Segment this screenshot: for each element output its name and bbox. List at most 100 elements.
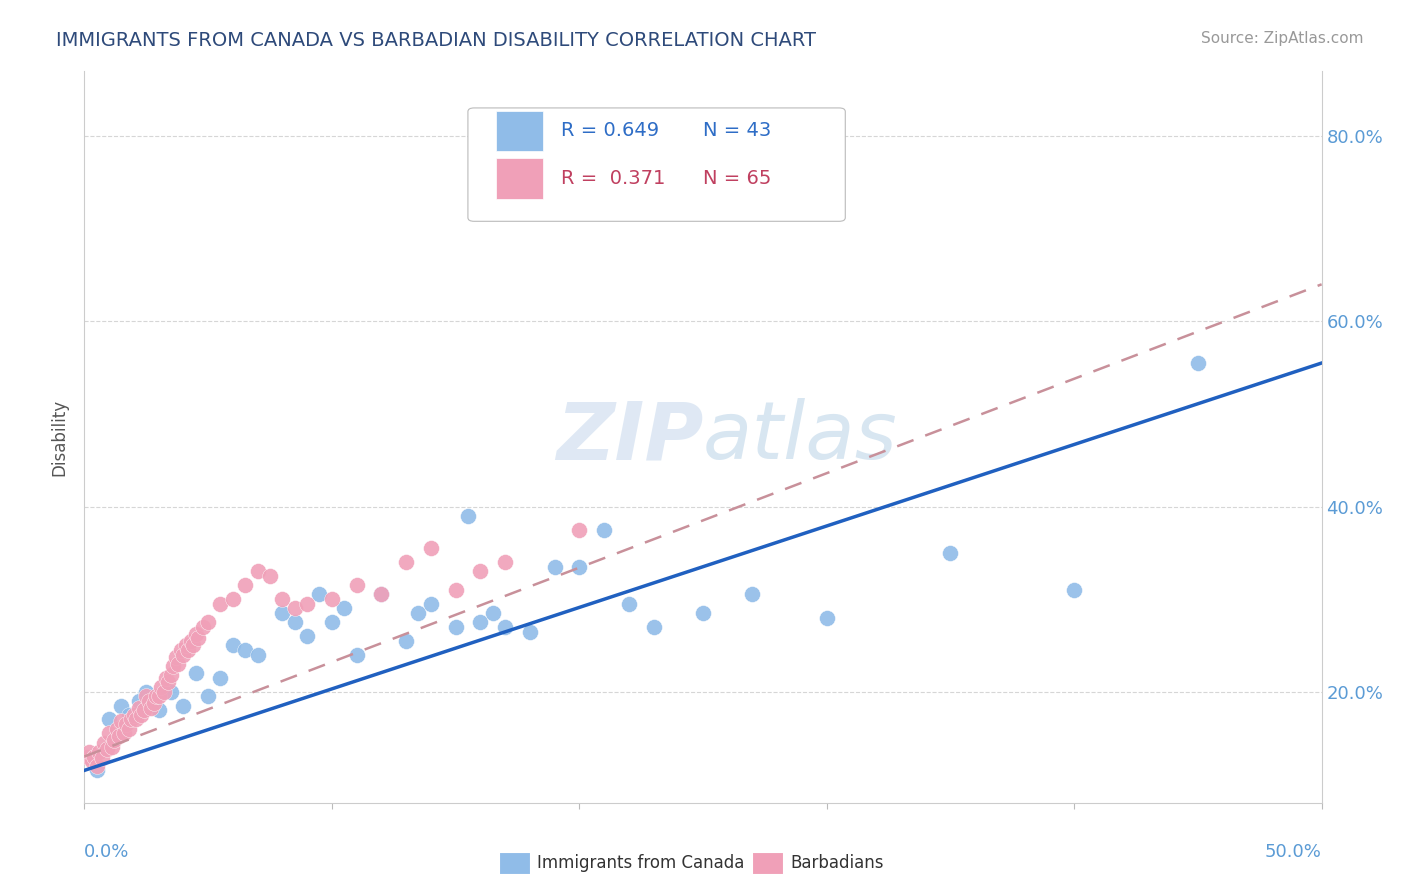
Point (90, 751, 112, 765)
Text: R =  0.371: R = 0.371 (561, 169, 665, 188)
Point (741, 587, 763, 601)
Point (457, 508, 479, 523)
Text: N = 65: N = 65 (703, 169, 772, 188)
Point (246, 648, 269, 662)
Text: 50.0%: 50.0% (1265, 843, 1322, 861)
Point (162, 658, 184, 673)
Point (321, 615, 343, 630)
Point (295, 597, 318, 611)
Point (1063, 582, 1085, 597)
Point (284, 601, 307, 615)
Point (271, 606, 294, 620)
Point (118, 707, 141, 722)
Point (494, 620, 516, 634)
Point (128, 694, 150, 708)
Point (160, 684, 183, 698)
Point (160, 668, 183, 682)
Point (112, 726, 135, 740)
Text: atlas: atlas (703, 398, 898, 476)
Point (333, 601, 356, 615)
Point (395, 555, 418, 569)
Point (155, 671, 177, 685)
Point (138, 694, 160, 708)
Point (110, 698, 132, 713)
Point (222, 639, 245, 653)
Point (174, 639, 197, 653)
Point (135, 684, 157, 698)
Point (370, 587, 392, 601)
Point (295, 629, 318, 643)
Point (470, 615, 492, 630)
Point (118, 722, 141, 736)
Text: ZIP: ZIP (555, 398, 703, 476)
Point (103, 732, 125, 747)
FancyBboxPatch shape (468, 108, 845, 221)
Point (692, 606, 714, 620)
Point (308, 587, 330, 601)
Point (105, 722, 128, 736)
Point (148, 690, 170, 704)
Text: 0.0%: 0.0% (84, 843, 129, 861)
Point (125, 713, 148, 727)
Point (593, 523, 616, 537)
Point (346, 578, 368, 592)
Point (246, 565, 269, 579)
Bar (496, 158, 543, 199)
Point (209, 671, 232, 685)
Point (135, 690, 157, 704)
Point (543, 559, 565, 574)
Text: Immigrants from Canada: Immigrants from Canada (537, 855, 744, 872)
Point (346, 648, 368, 662)
Point (110, 714, 132, 729)
Point (187, 631, 209, 645)
Point (128, 701, 150, 715)
Point (100, 740, 122, 755)
Point (1187, 356, 1209, 370)
Point (284, 615, 307, 630)
Text: Barbadians: Barbadians (790, 855, 884, 872)
Point (129, 707, 152, 722)
Point (86, 764, 108, 778)
Point (184, 666, 207, 681)
Point (98, 726, 121, 740)
Point (181, 639, 204, 653)
Point (494, 555, 516, 569)
Point (148, 703, 170, 717)
Text: N = 43: N = 43 (703, 121, 772, 140)
Point (108, 729, 131, 743)
Point (167, 657, 190, 671)
Point (939, 546, 962, 560)
Point (79, 745, 101, 759)
Point (395, 633, 418, 648)
Point (98, 713, 121, 727)
Point (180, 633, 202, 648)
Point (76, 749, 98, 764)
Point (83, 749, 105, 764)
Point (89, 745, 111, 759)
Point (470, 565, 492, 579)
Point (222, 592, 245, 607)
Point (408, 606, 430, 620)
Point (141, 701, 163, 715)
Point (259, 569, 281, 583)
Point (197, 690, 219, 704)
Point (165, 649, 187, 664)
Point (122, 707, 145, 722)
Point (370, 587, 392, 601)
Bar (496, 111, 543, 151)
Point (271, 592, 294, 607)
Point (170, 643, 193, 657)
Point (321, 592, 343, 607)
Point (444, 620, 467, 634)
Point (568, 559, 591, 574)
Point (197, 615, 219, 630)
Point (86, 758, 108, 772)
Point (191, 620, 214, 634)
Y-axis label: Disability: Disability (51, 399, 69, 475)
Point (96, 742, 118, 756)
Point (184, 627, 207, 641)
Point (233, 643, 256, 657)
Point (233, 578, 256, 592)
Point (145, 690, 167, 704)
Point (172, 698, 194, 713)
